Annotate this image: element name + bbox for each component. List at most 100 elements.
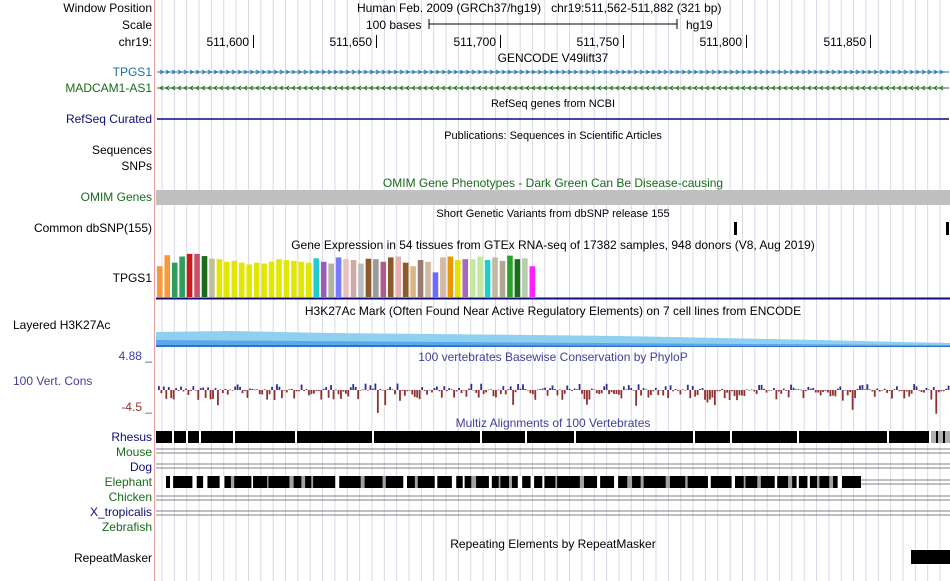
strand-chevron: [309, 69, 314, 75]
dbsnp-label[interactable]: Common dbSNP(155): [33, 221, 152, 235]
gene-label-tpgs1[interactable]: TPGS1: [112, 65, 152, 79]
conservation-label[interactable]: 100 Vert. Cons: [13, 374, 93, 388]
gtex-tissue-bar: [261, 263, 267, 297]
strand-chevron: [897, 69, 902, 75]
strand-chevron: [279, 69, 284, 75]
phylop-score: [817, 390, 820, 393]
repeatmasker-label[interactable]: RepeatMasker: [73, 551, 152, 565]
strand-chevron: [489, 85, 494, 91]
gtex-tissue-bar: [529, 266, 536, 297]
strand-chevron: [885, 69, 890, 75]
strand-chevron: [249, 85, 254, 91]
h3k27ac-title: H3K27Ac Mark (Often Found Near Active Re…: [304, 304, 802, 318]
phylop-score: [519, 388, 522, 390]
strand-chevron: [531, 69, 536, 75]
elephant-alignment-block: [166, 476, 861, 488]
strand-chevron: [933, 85, 938, 91]
strand-chevron: [351, 85, 356, 91]
strand-chevron: [747, 85, 752, 91]
strand-chevron: [831, 85, 836, 91]
strand-chevron: [681, 69, 686, 75]
alignment-gap: [311, 476, 314, 488]
phylop-score: [428, 389, 431, 391]
species-chicken[interactable]: Chicken: [108, 490, 152, 504]
alignment-gap: [640, 476, 644, 488]
strand-chevron: [651, 69, 656, 75]
gtex-tissue-bar: [358, 263, 364, 297]
strand-chevron: [759, 69, 764, 75]
strand-chevron: [717, 85, 722, 91]
refseq-label[interactable]: RefSeq Curated: [65, 112, 152, 126]
strand-chevron: [369, 85, 374, 91]
species-rhesus[interactable]: Rhesus: [111, 430, 152, 444]
strand-chevron: [849, 69, 854, 75]
gene-label-madcam1-as1[interactable]: MADCAM1-AS1: [65, 81, 152, 95]
strand-chevron: [243, 85, 248, 91]
phylop-score: [357, 390, 360, 400]
strand-chevron: [159, 85, 164, 91]
phylop-score: [578, 384, 581, 390]
strand-chevron: [855, 69, 860, 75]
phylop-score: [620, 390, 623, 399]
phylop-score: [859, 385, 861, 390]
snps-label[interactable]: SNPs: [121, 159, 152, 173]
gtex-tissue-bar: [387, 257, 394, 297]
alignment-gap: [289, 476, 294, 488]
strand-chevron: [771, 69, 776, 75]
species-zebrafish[interactable]: Zebrafish: [101, 520, 152, 534]
strand-chevron: [207, 85, 212, 91]
phylop-score: [886, 390, 888, 393]
species-elephant[interactable]: Elephant: [104, 475, 152, 489]
species-dog[interactable]: Dog: [129, 460, 152, 474]
strand-chevron: [783, 69, 788, 75]
strand-chevron: [903, 85, 908, 91]
phylop-score: [839, 386, 842, 390]
phylop-score: [726, 390, 729, 393]
strand-chevron: [861, 69, 866, 75]
alignment-gap: [186, 431, 188, 443]
gtex-tissue-bar: [313, 258, 320, 297]
sequences-label[interactable]: Sequences: [91, 143, 152, 157]
strand-chevron: [939, 69, 944, 75]
phylop-score: [758, 384, 761, 390]
phylop-score: [453, 390, 455, 398]
strand-chevron: [657, 85, 662, 91]
h3k27ac-label[interactable]: Layered H3K27Ac: [13, 318, 111, 332]
strand-chevron: [429, 69, 434, 75]
strand-chevron: [255, 69, 260, 75]
phylop-score: [736, 390, 738, 401]
strand-chevron: [735, 69, 740, 75]
species-mouse[interactable]: Mouse: [115, 445, 152, 459]
strand-chevron: [495, 69, 500, 75]
species-x-tropicalis[interactable]: X_tropicalis: [89, 505, 152, 519]
omim-label[interactable]: OMIM Genes: [80, 190, 152, 204]
phylop-score: [800, 389, 802, 391]
strand-chevron: [585, 85, 590, 91]
phylop-score: [684, 390, 687, 391]
strand-chevron: [207, 69, 212, 75]
phylop-score: [598, 390, 601, 394]
phylop-score: [883, 388, 886, 390]
strand-chevron: [927, 85, 932, 91]
strand-chevron: [633, 85, 638, 91]
strand-chevron: [483, 85, 488, 91]
phylop-score: [261, 390, 264, 395]
phylop-score: [878, 390, 881, 392]
strand-chevron: [483, 69, 488, 75]
phylop-score: [239, 386, 241, 390]
phylop-score: [851, 390, 854, 410]
phylop-score: [868, 389, 871, 390]
gtex-label[interactable]: TPGS1: [112, 271, 152, 285]
alignment-gap: [788, 476, 793, 488]
phylop-score: [832, 390, 834, 396]
strand-chevron: [705, 85, 710, 91]
phylop-score: [354, 386, 357, 390]
strand-chevron: [435, 85, 440, 91]
strand-chevron: [717, 69, 722, 75]
phylop-score: [332, 390, 335, 400]
strand-chevron: [573, 69, 578, 75]
repeat-element: [911, 550, 950, 564]
gtex-tissue-bar: [231, 260, 238, 297]
phylop-score: [866, 384, 869, 390]
strand-chevron: [579, 69, 584, 75]
